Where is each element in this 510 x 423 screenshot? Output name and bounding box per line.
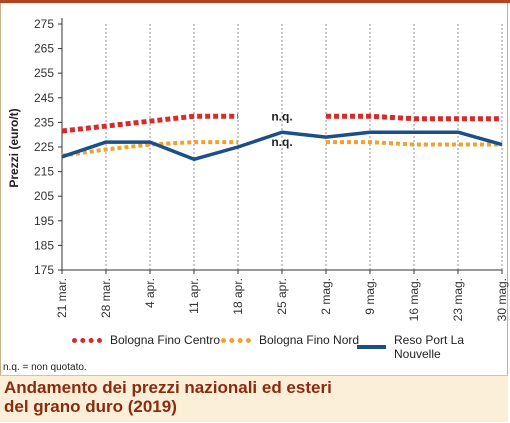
y-tick-label: 175 bbox=[34, 263, 54, 277]
header-accent-bar bbox=[0, 0, 510, 3]
legend-swatch bbox=[221, 337, 251, 343]
caption-line-1: Andamento dei prezzi nazionali ed esteri bbox=[4, 378, 332, 397]
annotation-label: n.q. bbox=[271, 135, 292, 149]
footnote: n.q. = non quotato. bbox=[3, 362, 87, 373]
y-tick-label: 265 bbox=[34, 42, 54, 56]
legend-swatch bbox=[357, 345, 386, 349]
series-line-2 bbox=[61, 140, 238, 158]
series-line-1 bbox=[61, 113, 238, 134]
series-line-3 bbox=[61, 130, 503, 162]
legend-label: Bologna Fino Nord bbox=[259, 333, 360, 347]
line-chart: 175 185 195 205 215 225 235 245 255 265 275 21 mar… bbox=[7, 17, 509, 321]
y-tick-label: 245 bbox=[34, 91, 54, 105]
y-tick-labels: 175 185 195 205 215 225 235 245 255 265 275 bbox=[34, 17, 54, 277]
y-tick-label: 235 bbox=[34, 115, 54, 129]
series-line-2 bbox=[326, 140, 502, 147]
x-tick-label: 11 apr. bbox=[187, 278, 201, 314]
x-tick-label: 30 mag. bbox=[495, 278, 509, 321]
y-axis-label: Prezzi (euro/t) bbox=[7, 108, 21, 187]
legend-item: Bologna Fino Centro bbox=[72, 333, 220, 347]
y-tick-label: 205 bbox=[34, 189, 54, 203]
y-tick-label: 185 bbox=[34, 238, 54, 252]
caption-title: Andamento dei prezzi nazionali ed esteri… bbox=[4, 378, 504, 416]
grid-lines bbox=[105, 24, 503, 270]
axes bbox=[58, 18, 503, 274]
x-tick-label: 9 mag. bbox=[363, 278, 377, 315]
legend-swatch bbox=[72, 337, 102, 343]
y-tick-label: 215 bbox=[34, 165, 54, 179]
y-tick-label: 195 bbox=[34, 214, 54, 228]
series-line-1 bbox=[326, 113, 502, 122]
x-tick-label: 16 mag. bbox=[407, 278, 421, 321]
y-tick-label: 255 bbox=[34, 66, 54, 80]
x-tick-label: 4 apr. bbox=[143, 278, 157, 308]
series-lines bbox=[61, 113, 503, 162]
legend: Bologna Fino Centro Bologna Fino Nord Reso… bbox=[0, 333, 510, 361]
annotation-label: n.q. bbox=[271, 109, 292, 123]
caption-box: Andamento dei prezzi nazionali ed esteri… bbox=[0, 375, 508, 422]
x-tick-label: 2 mag. bbox=[319, 278, 333, 315]
caption-line-2: del grano duro (2019) bbox=[4, 397, 177, 416]
legend-item: Reso Port La Nouvelle bbox=[357, 333, 510, 361]
legend-label: Reso Port La Nouvelle bbox=[393, 333, 465, 361]
x-tick-label: 25 apr. bbox=[275, 278, 289, 315]
legend-item: Bologna Fino Nord bbox=[221, 333, 359, 347]
legend-label: Bologna Fino Centro bbox=[110, 333, 221, 347]
annotations: n.q. n.q. bbox=[271, 109, 292, 149]
x-tick-label: 21 mar. bbox=[55, 278, 69, 318]
x-tick-label: 23 mag. bbox=[451, 278, 465, 321]
x-tick-label: 28 mar. bbox=[99, 278, 113, 318]
y-tick-label: 225 bbox=[34, 140, 54, 154]
x-tick-label: 18 apr. bbox=[231, 278, 245, 315]
y-tick-label: 275 bbox=[34, 17, 54, 31]
x-tick-labels: 21 mar. 28 mar. 4 apr. 11 apr. 18 apr. 25 apr… bbox=[55, 278, 509, 321]
